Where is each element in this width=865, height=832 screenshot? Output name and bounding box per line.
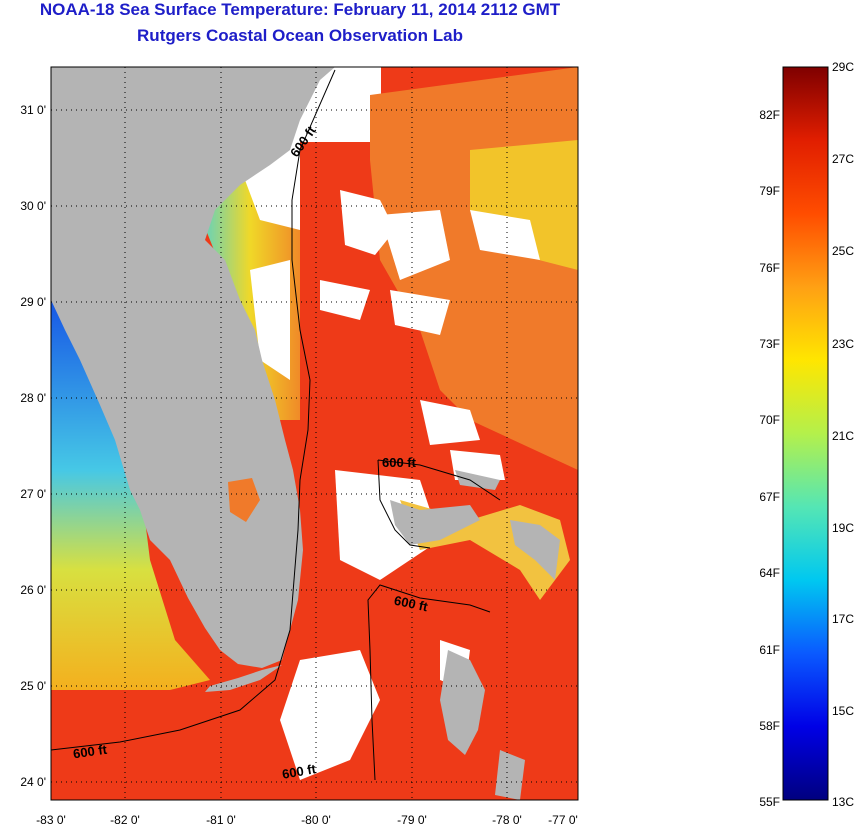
colorbar-fahrenheit-label: 64F — [759, 566, 780, 580]
lon-tick-label: -77 0' — [548, 813, 578, 827]
map-subtitle: Rutgers Coastal Ocean Observation Lab — [137, 26, 463, 45]
colorbar-fahrenheit-label: 55F — [759, 795, 780, 809]
bahamas-islands — [390, 470, 560, 800]
colorbar-celsius-label: 19C — [832, 521, 855, 535]
lat-tick-label: 26 0' — [20, 583, 46, 597]
colorbar-gradient — [782, 66, 829, 801]
contour-label: 600 ft — [382, 455, 416, 470]
lon-tick-label: -80 0' — [301, 813, 331, 827]
graticule — [51, 67, 578, 800]
florida-landmass — [51, 67, 335, 668]
colorbar-fahrenheit-label: 58F — [759, 719, 780, 733]
colorbar-celsius-label: 29C — [832, 60, 855, 74]
lat-tick-label: 27 0' — [20, 487, 46, 501]
colorbar-fahrenheit-label: 67F — [759, 490, 780, 504]
lat-tick-label: 28 0' — [20, 391, 46, 405]
lon-tick-label: -78 0' — [492, 813, 522, 827]
lon-tick-label: -83 0' — [36, 813, 66, 827]
colorbar-celsius-label: 17C — [832, 612, 855, 626]
lat-tick-label: 30 0' — [20, 199, 46, 213]
colorbar-fahrenheit-label: 61F — [759, 643, 780, 657]
contour-600ft — [51, 69, 501, 781]
colorbar-fahrenheit-label: 70F — [759, 413, 780, 427]
lake-okeechobee-water — [228, 478, 260, 522]
colorbar-celsius-label: 15C — [832, 704, 855, 718]
colorbar-fahrenheit-label: 76F — [759, 261, 780, 275]
florida-keys — [205, 665, 282, 692]
lat-tick-label: 29 0' — [20, 295, 46, 309]
colorbar-fahrenheit-label: 82F — [759, 108, 780, 122]
colorbar-celsius-label: 27C — [832, 152, 855, 166]
lon-tick-label: -81 0' — [206, 813, 236, 827]
lat-tick-label: 25 0' — [20, 679, 46, 693]
lat-tick-label: 24 0' — [20, 775, 46, 789]
map-frame — [50, 66, 579, 801]
colorbar-fahrenheit-label: 79F — [759, 184, 780, 198]
lat-tick-label: 31 0' — [20, 103, 46, 117]
lon-tick-label: -79 0' — [397, 813, 427, 827]
colorbar-celsius-label: 23C — [832, 337, 855, 351]
lon-tick-label: -82 0' — [110, 813, 140, 827]
map-title: NOAA-18 Sea Surface Temperature: Februar… — [39, 0, 561, 19]
colorbar-celsius-label: 21C — [832, 429, 855, 443]
colorbar-fahrenheit-label: 73F — [759, 337, 780, 351]
colorbar-celsius-label: 13C — [832, 795, 855, 809]
colorbar-celsius-label: 25C — [832, 244, 855, 258]
